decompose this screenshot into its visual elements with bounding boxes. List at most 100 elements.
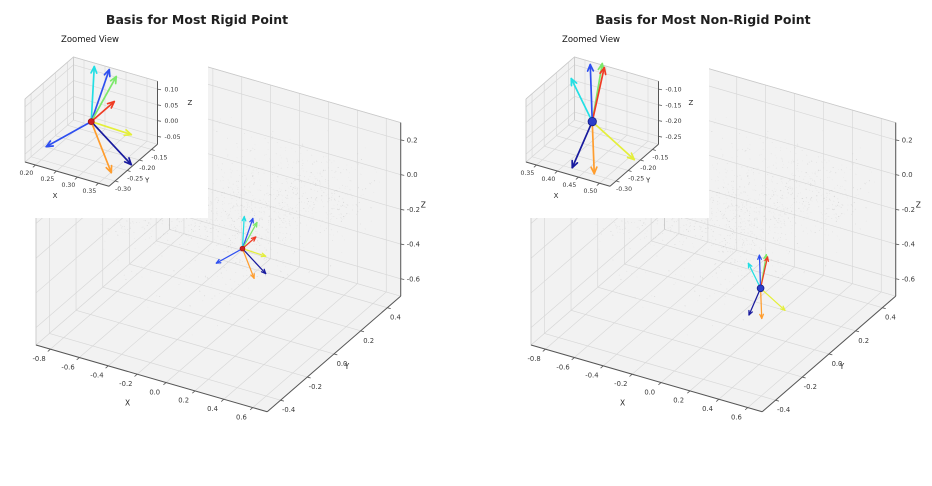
tick-label: 0.2 [363,337,374,345]
basis-arrow [591,66,607,123]
axis-label: X [620,398,625,407]
axis-line-x [530,344,763,413]
basis-arrow [748,287,762,316]
tick-label: -0.2 [614,380,627,388]
tick-label: 0.4 [390,314,401,322]
tick-label: -0.6 [61,363,74,371]
basis-arrow [759,287,765,320]
tick-label: -0.2 [407,206,420,214]
basis-arrow [215,248,244,264]
tick-label: -0.25 [666,134,682,141]
point-marker [87,118,95,125]
basis-arrow [571,120,594,169]
basis-arrow [591,120,636,161]
tick-label: -0.20 [640,165,656,172]
panel-title: Basis for Most Rigid Point [105,12,289,27]
axis-label: Y [645,176,651,184]
basis-arrow [241,236,257,250]
plot-rigid-svg: -0.8-0.6-0.4-0.20.00.20.40.6-0.4-0.20.00… [19,55,426,422]
tick-label: 0.0 [149,388,160,396]
tick-label: -0.15 [652,154,668,161]
panel-nonrigid: Basis for Most Non-Rigid Point Zoomed Vi… [466,0,932,486]
ticks-and-labels: -0.8 -0.6 -0.4 -0.2 0.0 0.2 0.4 0.6 -0.4 -0.2 0.0 0… [32,136,420,421]
tick-label: 0.2 [858,337,869,345]
tick-label: -0.6 [556,363,569,371]
inset-title: Zoomed View [60,35,120,45]
tick-label: -0.4 [407,241,420,249]
tick-label: 0.05 [165,102,179,109]
basis-arrow [241,248,267,258]
basis-arrow [747,262,762,289]
tick-label: 0.0 [407,171,418,179]
axis-label: X [125,398,130,407]
tick-label: 0.2 [673,397,684,405]
axis-line-x [24,161,110,187]
axis-line-x [35,344,268,413]
tick-label: 0.2 [178,397,189,405]
axis-line-y [108,143,158,187]
tick-label: -0.05 [165,134,181,141]
tick-label: -0.10 [666,87,682,94]
tick-label: -0.4 [282,406,295,414]
axis-names: X Y Z [620,200,921,407]
axis-names: X Y Z [554,99,694,200]
axis-names: X Y Z [125,200,426,407]
basis-arrow [90,75,118,123]
panel-title: Basis for Most Non-Rigid Point [595,12,811,27]
axis-label: Y [344,362,350,371]
basis-arrow [90,68,111,123]
basis-quiver [215,216,267,279]
pane-edges [24,56,158,162]
axis-label: Y [144,176,150,184]
tick-label: 0.45 [563,182,577,189]
tick-label: -0.15 [151,154,167,161]
point-cloud [76,116,380,336]
tick-label: -0.25 [628,175,644,182]
tick-label: -0.8 [527,355,540,363]
axis-lines [525,81,660,187]
tick-label: -0.6 [902,275,915,283]
tick-label: -0.15 [666,102,682,109]
plot-nonrigid-svg: -0.8 -0.6 -0.4 -0.2 0.0 0.2 0.4 0.6 -0.4 -0.2 0.0 0… [509,48,921,421]
axis-label: Z [421,200,426,209]
tick-label: -0.25 [127,175,143,182]
basis-arrow [241,217,254,250]
basis-quiver [747,254,786,320]
ticks-and-labels: 0.35 0.40 0.45 0.50 -0.30 -0.25 -0.20 -0.15 -0.2… [521,87,682,195]
basis-arrow [757,254,763,289]
tick-label: 0.6 [236,413,247,421]
tick-label: 0.0 [644,388,655,396]
basis-arrow [241,216,247,250]
point-cloud-dots [76,116,380,336]
basis-arrow [241,248,267,275]
tick-label: 0.6 [731,413,742,421]
point-marker [239,245,246,252]
basis-arrow [759,287,786,311]
axis-label: Z [689,99,694,107]
basis-quiver [570,62,636,175]
axis-line-y [609,143,659,187]
tick-label: 0.35 [83,188,97,195]
tick-label: 0.4 [702,405,713,413]
tick-label: 0.40 [542,176,556,183]
point-cloud-dots [571,116,875,336]
tick-label: -0.6 [407,275,420,283]
tick-label: -0.4 [585,372,598,380]
axis-label: X [554,192,559,200]
basis-arrow [90,120,113,174]
tick-label: -0.2 [119,380,132,388]
point-marker [756,284,765,293]
basis-arrow [570,77,594,123]
basis-arrow [759,256,770,289]
tick-label: 0.4 [207,405,218,413]
point-marker [587,116,597,127]
basis-arrow [45,120,93,148]
inset-title: Zoomed View [561,35,621,45]
tick-label: -0.30 [616,186,632,193]
tick-label: -0.30 [115,186,131,193]
tick-label: 0.2 [902,136,913,144]
panel-rigid: Basis for Most Rigid Point Zoomed View -… [19,12,426,422]
tick-label: -0.2 [309,383,322,391]
tick-label: -0.20 [139,165,155,172]
